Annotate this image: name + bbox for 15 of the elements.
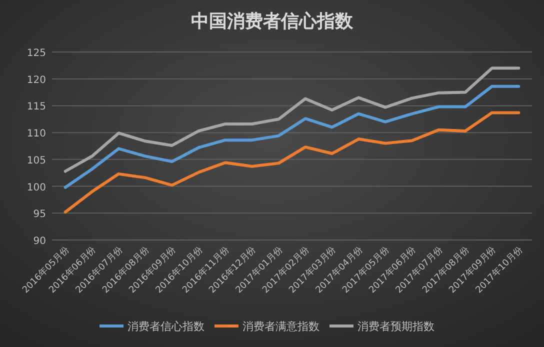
line-series bbox=[64, 84, 520, 189]
y-tick-label: 125 bbox=[26, 48, 46, 59]
line-series bbox=[64, 111, 520, 214]
y-tick-label: 110 bbox=[26, 128, 46, 140]
y-tick-label: 105 bbox=[26, 155, 46, 166]
y-tick-label: 115 bbox=[26, 102, 46, 113]
y-tick-label: 95 bbox=[33, 209, 46, 220]
y-tick-label: 90 bbox=[33, 236, 46, 247]
legend-label: 消费者信心指数 bbox=[128, 320, 204, 333]
chart-title: 中国消费者信心指数 bbox=[191, 11, 354, 32]
y-tick-label: 100 bbox=[26, 182, 46, 194]
legend-label: 消费者预期指数 bbox=[358, 320, 434, 333]
line-series bbox=[64, 66, 520, 173]
y-tick-label: 120 bbox=[26, 74, 46, 86]
legend-label: 消费者满意指数 bbox=[242, 320, 320, 333]
